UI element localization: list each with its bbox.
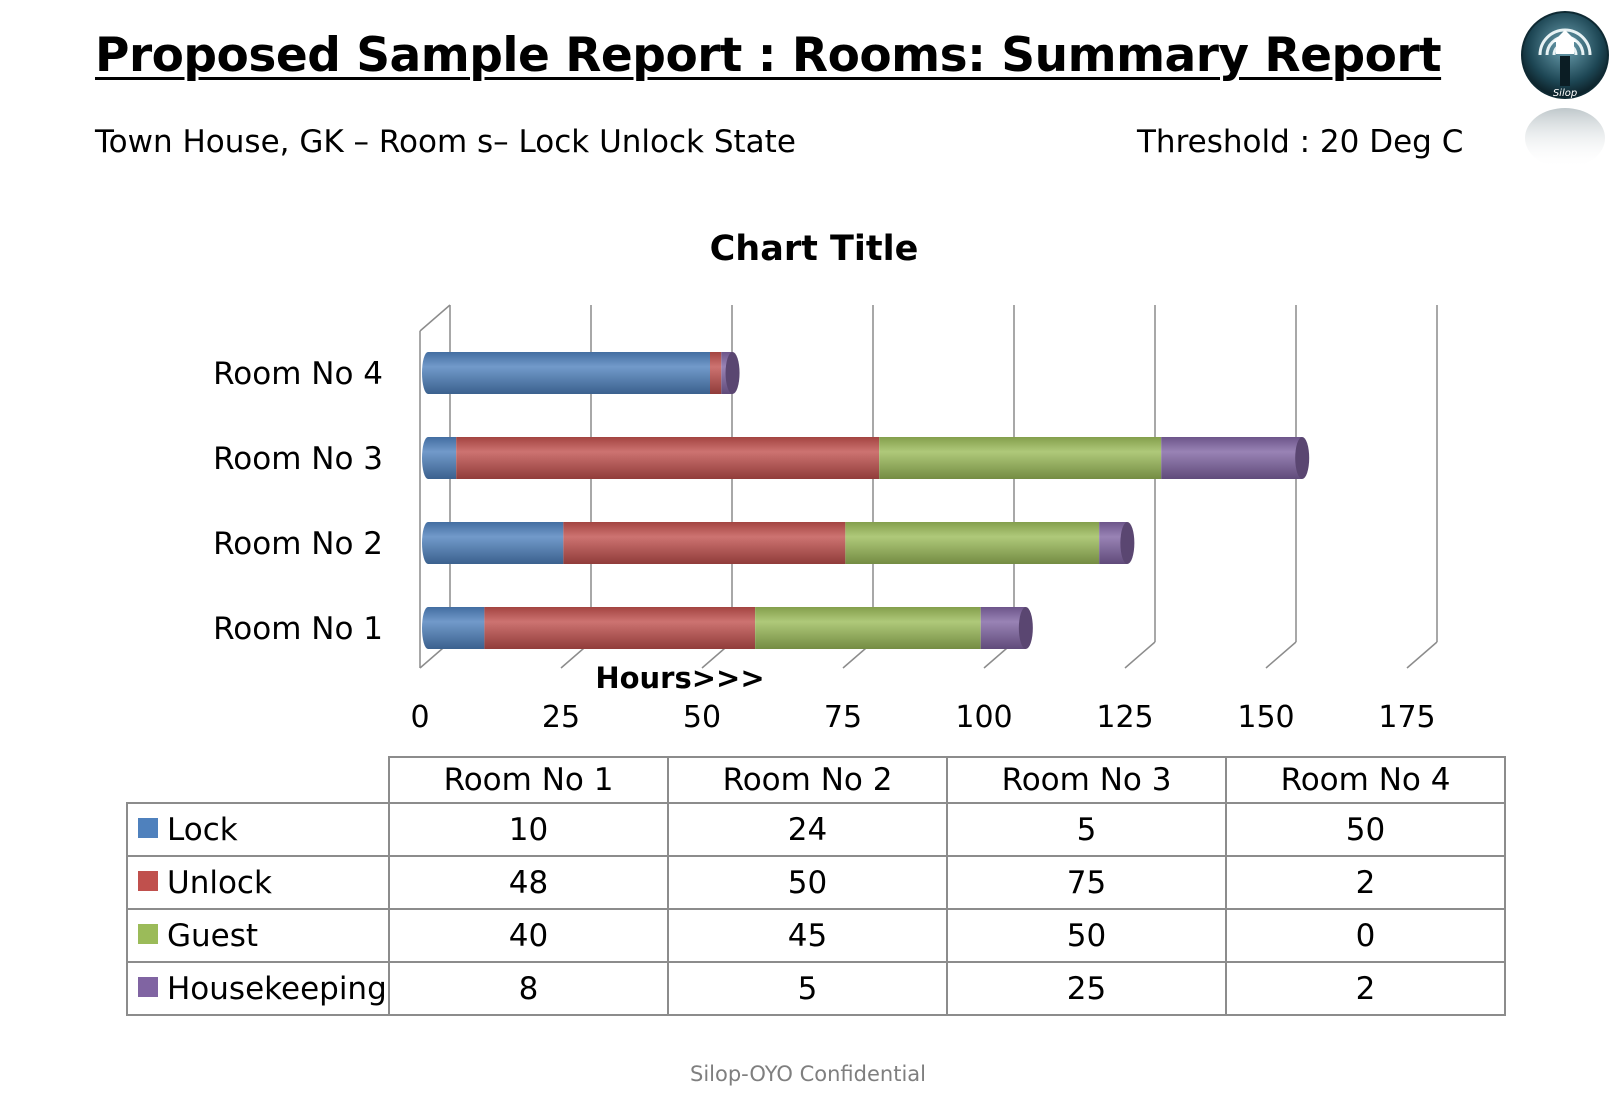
category-label: Room No 1 [213,611,383,647]
bar-end-cap [1018,607,1033,649]
bar-start-cap [422,352,434,394]
table-cell: 45 [667,908,948,963]
table-cell: 50 [1225,802,1506,857]
legend-swatch [138,977,158,997]
legend-entry: Lock [126,802,390,857]
silop-logo-icon: Silop [1521,11,1609,168]
table-cell: 8 [388,961,669,1016]
table-row: Lock 10 24 5 50 [126,802,1506,857]
x-tick-label: 100 [955,700,1012,735]
bar-start-cap [422,607,434,649]
bar-end-cap [1120,522,1135,564]
bar-segment [879,437,1162,479]
bar-start-cap [422,437,434,479]
x-axis-label: Hours>>> [595,661,764,695]
legend-swatch [138,818,158,838]
table-cell: 40 [388,908,669,963]
table-cell: 0 [1225,908,1506,963]
bar-segment [484,607,756,649]
series-name: Lock [167,811,238,848]
x-tick-label: 75 [824,700,862,735]
legend-entry: Unlock [126,855,390,910]
value-axis: 0 25 50 75 100 125 150 175 [410,700,1435,735]
bar-segment [456,437,880,479]
x-tick-label: 125 [1096,700,1153,735]
table-cell: 50 [667,855,948,910]
legend-swatch [138,871,158,891]
category-axis: Room No 1 Room No 2 Room No 3 Room No 4 [213,356,383,647]
bar-segment [845,522,1100,564]
series-name: Unlock [167,864,272,901]
chart-title: Chart Title [710,229,919,269]
table-cell: 5 [667,961,948,1016]
report-subtitle: Town House, GK – Room s– Lock Unlock Sta… [95,124,796,160]
floor-gridline [1124,641,1156,669]
table-column-header: Room No 1 [388,756,669,804]
table-cell: 2 [1225,855,1506,910]
bar-segment [428,352,710,394]
table-row: Housekeeping 8 5 25 2 [126,961,1506,1016]
table-cell: 50 [946,908,1227,963]
table-body: Lock 10 24 5 50 Unlock 48 50 75 2 Guest 40 45 50 0 Hous… [126,802,1506,1016]
x-tick-label: 50 [683,700,721,735]
floor-gridline [1265,641,1297,669]
legend-entry: Housekeeping [126,961,390,1016]
table-cell: 48 [388,855,669,910]
table-row: Guest 40 45 50 0 [126,908,1506,963]
threshold-label: Threshold : 20 Deg C [1137,124,1464,160]
bar-end-cap [725,352,740,394]
category-label: Room No 3 [213,441,383,477]
table-column-header: Room No 4 [1225,756,1506,804]
legend-swatch [138,924,158,944]
table-corner-cell [127,757,390,804]
table-cell: 24 [667,802,948,857]
page-title: Proposed Sample Report : Rooms: Summary … [95,28,1442,83]
x-tick-label: 25 [542,700,580,735]
bar-segment [710,352,722,394]
x-tick-label: 0 [410,700,429,735]
table-cell: 25 [946,961,1227,1016]
confidential-footer: Silop-OYO Confidential [690,1062,926,1086]
table-cell: 75 [946,855,1227,910]
table-cell: 2 [1225,961,1506,1016]
bar-segment [755,607,981,649]
bar-segment [428,607,485,649]
wall-edge [419,304,451,332]
bar-segment [428,522,564,564]
bar-start-cap [422,522,434,564]
legend-entry: Guest [126,908,390,963]
table-header-row: Room No 1 Room No 2 Room No 3 Room No 4 [127,756,1506,804]
table-cell: 10 [388,802,669,857]
series-name: Guest [167,917,259,954]
x-tick-label: 150 [1237,700,1294,735]
table-cell: 5 [946,802,1227,857]
chart-data-table: Room No 1 Room No 2 Room No 3 Room No 4 Loc… [126,756,1506,1016]
bar-segment [980,607,1026,649]
category-label: Room No 4 [213,356,383,392]
table-column-header: Room No 2 [667,756,948,804]
floor-gridline [1406,641,1438,669]
table-row: Unlock 48 50 75 2 [126,855,1506,910]
bar-segment [1161,437,1303,479]
x-tick-label: 175 [1378,700,1435,735]
logo-text: Silop [1553,88,1577,99]
table-column-header: Room No 3 [946,756,1227,804]
bar-segment [563,522,846,564]
bar-end-cap [1295,437,1310,479]
category-label: Room No 2 [213,526,383,562]
chart-bars [422,352,1310,649]
series-name: Housekeeping [167,970,387,1007]
